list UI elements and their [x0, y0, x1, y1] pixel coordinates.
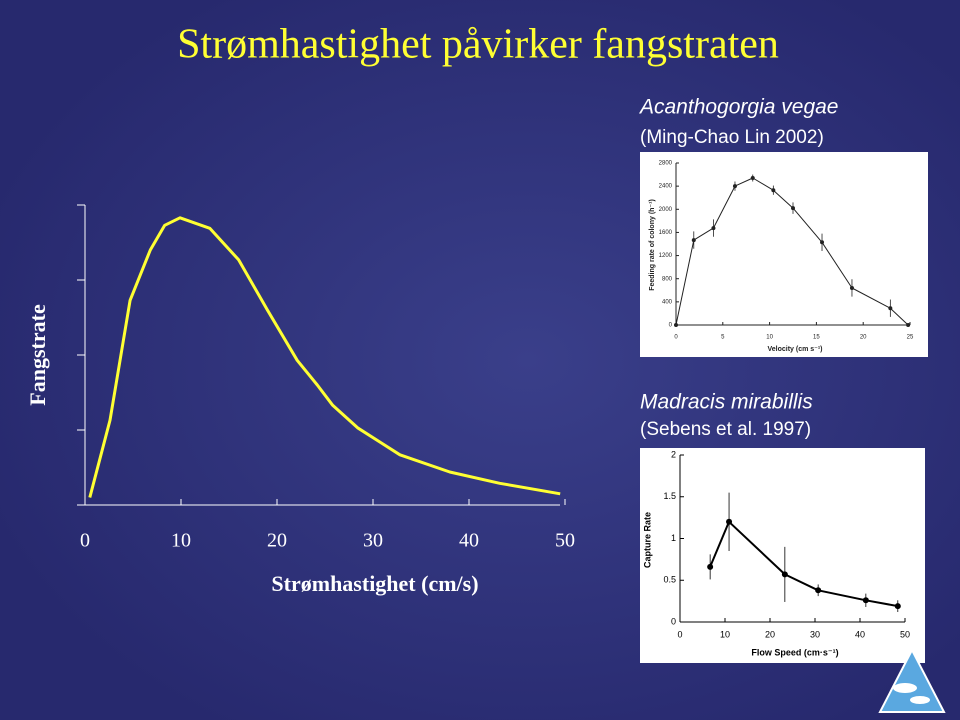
x-tick-label: 15 — [813, 335, 820, 341]
data-point — [726, 518, 733, 525]
x-tick-label: 5 — [721, 335, 725, 341]
figure-panel — [640, 448, 925, 663]
x-tick-label: 10 — [766, 335, 773, 341]
data-point — [711, 226, 716, 231]
data-point — [820, 240, 825, 245]
chart-title: Madracis mirabillis — [640, 391, 813, 414]
x-tick-label: 0 — [677, 629, 682, 639]
data-point — [849, 285, 854, 290]
y-tick-label: 400 — [662, 299, 673, 305]
data-point — [791, 206, 795, 211]
x-tick-label: 30 — [363, 530, 383, 552]
x-axis-title: Strømhastighet (cm/s) — [271, 571, 478, 596]
data-point — [750, 176, 755, 181]
data-line — [88, 216, 561, 498]
x-tick-label: 10 — [171, 530, 191, 552]
y-tick-label: 2800 — [659, 161, 673, 167]
x-tick-label: 10 — [720, 629, 730, 639]
y-axis-title: Fangstrate — [25, 304, 50, 406]
x-tick-label: 0 — [80, 530, 90, 552]
data-point — [815, 587, 822, 594]
figure-panel — [640, 152, 928, 357]
y-tick-label: 2 — [671, 449, 676, 459]
data-point — [707, 563, 714, 570]
y-axis-title: Capture Rate — [642, 512, 652, 568]
x-tick-label: 40 — [855, 629, 865, 639]
y-tick-label: 0 — [671, 616, 676, 626]
x-tick-label: 50 — [555, 530, 575, 552]
y-tick-label: 1600 — [659, 230, 673, 236]
data-point — [888, 306, 893, 311]
y-tick-label: 1.5 — [663, 491, 676, 501]
y-tick-label: 1200 — [659, 253, 673, 259]
x-tick-label: 20 — [267, 530, 287, 552]
data-point — [906, 323, 911, 327]
y-tick-label: 0 — [669, 323, 673, 329]
data-point — [674, 323, 678, 327]
chart-subtitle: (Sebens et al. 1997) — [640, 419, 811, 440]
data-point — [771, 188, 776, 193]
data-point — [732, 184, 737, 189]
x-tick-label: 25 — [907, 335, 914, 341]
logo — [878, 647, 946, 713]
x-tick-label: 40 — [459, 530, 479, 552]
x-tick-label: 0 — [674, 335, 678, 341]
x-tick-label: 20 — [860, 335, 867, 341]
data-point — [862, 597, 869, 604]
y-tick-label: 0.5 — [663, 575, 676, 585]
data-point — [894, 603, 901, 610]
chart-title: Acanthogorgia vegae — [638, 96, 839, 119]
x-axis-title: Flow Speed (cm·s⁻¹) — [751, 647, 838, 657]
x-axis-title: Velocity (cm s⁻¹) — [767, 346, 822, 353]
slide-title: Strømhastighet påvirker fangstraten — [177, 22, 779, 68]
data-point — [691, 238, 696, 243]
y-tick-label: 2000 — [659, 207, 673, 213]
x-tick-label: 20 — [765, 629, 775, 639]
x-tick-label: 30 — [810, 629, 820, 639]
x-tick-label: 50 — [900, 629, 910, 639]
chart-subtitle: (Ming-Chao Lin 2002) — [640, 127, 824, 148]
y-axis-title: Feeding rate of colony (h⁻¹) — [649, 199, 656, 291]
data-point — [781, 571, 788, 578]
y-tick-label: 1 — [671, 533, 676, 543]
y-tick-label: 2400 — [659, 184, 673, 190]
data-line — [709, 520, 898, 608]
y-tick-label: 800 — [662, 276, 673, 282]
